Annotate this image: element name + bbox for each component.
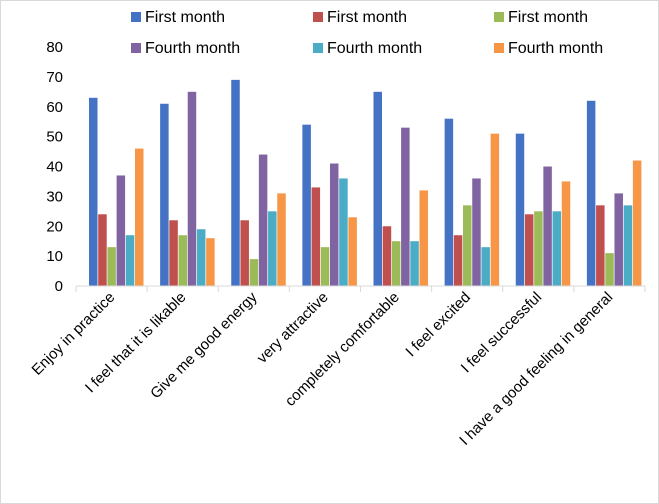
bar <box>623 205 633 286</box>
bar <box>410 241 419 286</box>
x-category-label: completely comfortable <box>282 289 403 410</box>
bar <box>490 133 500 286</box>
bar <box>552 211 562 286</box>
legend-label: First month <box>327 9 407 26</box>
bar <box>329 163 339 286</box>
x-category-label: I have a good feeling in general <box>456 289 616 449</box>
bar <box>605 253 614 286</box>
legend-label: Fourth month <box>508 40 603 57</box>
y-tick-label: 60 <box>46 99 63 116</box>
y-tick-label: 40 <box>46 159 63 176</box>
y-tick-label: 80 <box>46 39 63 56</box>
legend-swatch <box>494 12 504 22</box>
bar <box>178 235 188 286</box>
legend-swatch <box>313 43 323 53</box>
bar <box>320 247 330 286</box>
legend-label: First month <box>508 9 588 26</box>
legend-label: Fourth month <box>145 40 240 57</box>
bar <box>98 214 107 286</box>
bar <box>632 160 642 286</box>
bar <box>206 238 215 286</box>
bar <box>391 241 401 286</box>
bar <box>249 259 259 286</box>
bar <box>515 133 525 286</box>
bar <box>472 178 481 286</box>
legend-label: First month <box>145 9 225 26</box>
bar <box>169 220 178 286</box>
bar <box>135 148 144 286</box>
bars <box>89 79 642 286</box>
bar <box>311 187 321 286</box>
bar <box>524 214 534 286</box>
bar <box>614 193 623 286</box>
bar <box>258 154 268 286</box>
legend-swatch <box>131 12 141 22</box>
y-axis: 0 10 20 30 40 50 60 70 80 <box>46 39 63 295</box>
legend: First month First month First month Fourth … <box>131 9 603 57</box>
y-tick-label: 70 <box>46 69 63 86</box>
bar <box>543 166 552 286</box>
bar <box>463 205 472 286</box>
y-tick-label: 10 <box>46 248 63 265</box>
bar <box>240 220 249 286</box>
bar <box>231 79 240 286</box>
y-tick-label: 0 <box>55 278 63 295</box>
bar <box>277 193 286 286</box>
bar <box>89 97 98 286</box>
bar <box>107 247 116 286</box>
y-tick-label: 50 <box>46 129 63 146</box>
legend-label: Fourth month <box>327 40 422 57</box>
bar <box>453 235 463 286</box>
legend-swatch <box>131 43 141 53</box>
bar <box>401 127 410 286</box>
bar <box>419 190 428 286</box>
x-category-label: I feel excited <box>402 289 474 361</box>
bar <box>481 247 490 286</box>
x-category-label: very attractive <box>254 289 332 367</box>
y-tick-label: 20 <box>46 218 63 235</box>
bar <box>444 118 454 286</box>
bar <box>596 205 605 286</box>
legend-swatch <box>494 43 504 53</box>
bar <box>534 211 543 286</box>
bar <box>348 217 357 286</box>
bar <box>187 91 197 286</box>
bar <box>561 181 571 286</box>
bar <box>196 229 206 286</box>
bar <box>160 103 169 286</box>
bar <box>125 235 135 286</box>
bar <box>339 178 348 286</box>
bar <box>302 124 311 286</box>
bar <box>268 211 277 286</box>
y-tick-label: 30 <box>46 188 63 205</box>
bar <box>382 226 392 286</box>
bar <box>586 100 596 286</box>
bar <box>373 91 382 286</box>
bar <box>116 175 126 286</box>
legend-swatch <box>313 12 323 22</box>
